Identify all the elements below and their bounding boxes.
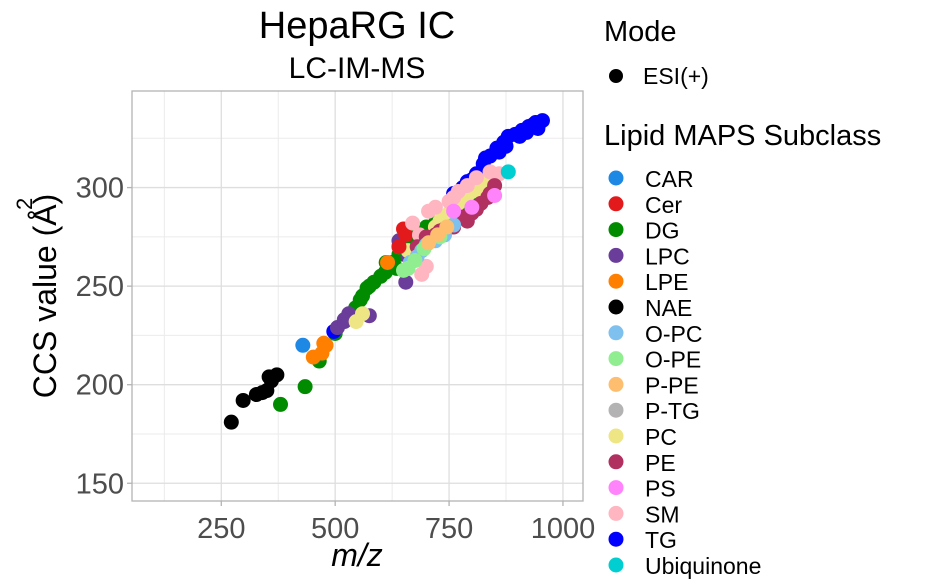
legend-key-pc: [608, 428, 624, 444]
legend-label-cer: Cer: [645, 192, 682, 218]
legend-label-pe: PE: [645, 450, 676, 476]
legend-key-lpe: [608, 273, 624, 289]
point-nae: [223, 414, 239, 430]
point-p-pe: [439, 219, 455, 235]
legend-key-sm: [608, 505, 624, 521]
legend-key-dg: [608, 222, 624, 238]
point-o-pe: [407, 253, 423, 269]
point-lpe: [318, 337, 334, 353]
legend-key-p-tg: [608, 402, 624, 418]
point-car: [295, 337, 311, 353]
legend-label-sm: SM: [645, 501, 680, 527]
mode-legend-label: ESI(+): [643, 63, 709, 89]
point-sm: [405, 215, 421, 231]
mode-legend-entries: ESI(+): [609, 63, 709, 89]
point-o-pe: [396, 262, 412, 278]
y-axis-title-unit: Å: [27, 204, 63, 226]
point-pc: [355, 306, 371, 322]
legend-label-p-tg: P-TG: [645, 398, 700, 424]
svg-text:CCS value (Å): CCS value (Å): [27, 194, 63, 399]
legend-key-nae: [608, 299, 624, 315]
legend-label-dg: DG: [645, 218, 680, 244]
mode-legend-title: Mode: [604, 16, 677, 48]
point-lpc: [398, 274, 414, 290]
point-lpe: [380, 254, 396, 270]
point-nae: [254, 385, 270, 401]
point-sm: [446, 189, 462, 205]
point-ps: [446, 203, 462, 219]
y-axis-title-main: CCS value (: [27, 225, 63, 398]
point-cer: [398, 227, 414, 243]
legend-key-ubiquinone: [608, 557, 624, 573]
legend-key-ps: [608, 480, 624, 496]
legend-key-pe: [608, 454, 624, 470]
point-nae: [263, 373, 279, 389]
legend-label-pc: PC: [645, 424, 677, 450]
legend-label-ps: PS: [645, 476, 676, 502]
subclass-legend-title: Lipid MAPS Subclass: [604, 120, 881, 152]
point-ps: [464, 199, 480, 215]
point-sm: [414, 266, 430, 282]
x-tick-label: 500: [311, 513, 359, 545]
gridlines: [132, 91, 583, 501]
legend-label-ubiquinone: Ubiquinone: [645, 553, 761, 579]
point-dg: [361, 278, 377, 294]
legend-key-o-pe: [608, 351, 624, 367]
point-sm: [468, 170, 484, 186]
legend-key-tg: [608, 531, 624, 547]
legend-label-o-pe: O-PE: [645, 347, 701, 373]
point-ubiquinone: [500, 164, 516, 180]
plot-panel: [131, 90, 584, 502]
point-cer: [391, 239, 407, 255]
legend-key-p-pe: [608, 376, 624, 392]
y-axis-title-superscript: 2: [12, 198, 37, 210]
x-axis-title: m/z: [331, 537, 383, 573]
point-tg: [478, 150, 494, 166]
x-tick-label: 1000: [531, 513, 596, 545]
y-axis-title-close: ): [27, 194, 63, 205]
point-tg: [498, 138, 514, 154]
panel-border: [131, 90, 584, 502]
legend-label-p-pe: P-PE: [645, 372, 699, 398]
legend-label-o-pc: O-PC: [645, 321, 703, 347]
x-tick-label: 750: [425, 513, 473, 545]
point-sm: [427, 199, 443, 215]
y-axis: 150 200 250 300: [76, 173, 132, 500]
point-dg: [273, 396, 289, 412]
y-axis-title: CCS value (Å) 2: [12, 194, 63, 399]
y-tick-label: 250: [76, 271, 124, 303]
x-tick-label: 250: [197, 513, 245, 545]
legend-key-o-pc: [608, 325, 624, 341]
legend-label-lpe: LPE: [645, 269, 688, 295]
legend-label-car: CAR: [645, 166, 694, 192]
data-points: [223, 113, 550, 430]
legend-key-car: [608, 170, 624, 186]
legend-label-lpc: LPC: [645, 243, 690, 269]
y-tick-label: 150: [76, 468, 124, 500]
legend-label-tg: TG: [645, 527, 677, 553]
chart-subtitle: LC-IM-MS: [289, 52, 426, 85]
point-lpc: [336, 312, 352, 328]
point-pe: [459, 213, 475, 229]
mode-legend-key: [609, 69, 623, 83]
subclass-legend-entries: CARCerDGLPCLPENAEO-PCO-PEP-PEP-TGPCPEPSS…: [608, 166, 761, 579]
legend-label-nae: NAE: [645, 295, 692, 321]
legend-key-lpc: [608, 247, 624, 263]
legend-key-cer: [608, 196, 624, 212]
point-tg: [530, 120, 546, 136]
point-dg: [297, 379, 313, 395]
point-nae: [235, 392, 251, 408]
x-axis: 250 500 750 1000: [197, 501, 595, 545]
point-ps: [487, 187, 503, 203]
y-tick-label: 200: [76, 370, 124, 402]
y-tick-label: 300: [76, 173, 124, 205]
legend: Mode ESI(+) Lipid MAPS Subclass CARCerDG…: [604, 16, 881, 579]
chart-title: HepaRG IC: [259, 5, 455, 47]
